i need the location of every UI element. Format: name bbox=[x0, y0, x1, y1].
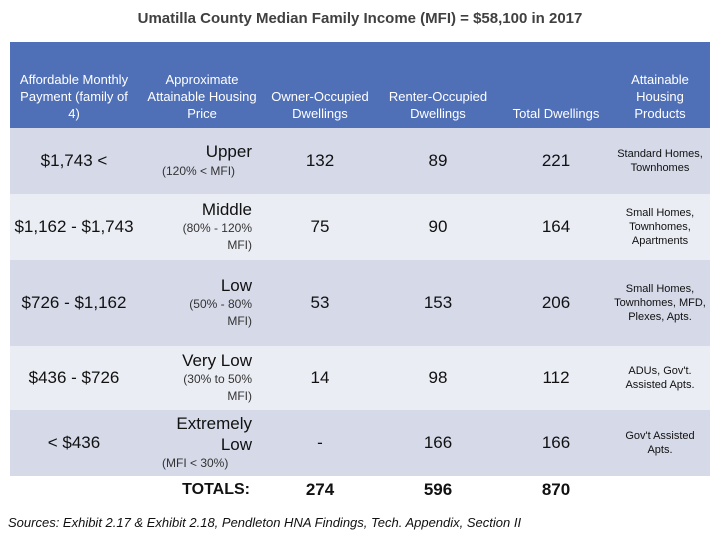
header-owner: Owner-Occupied Dwellings bbox=[266, 42, 374, 128]
table-row-level: Upper (120% < MFI) bbox=[138, 128, 266, 194]
totals-label: TOTALS: bbox=[182, 481, 250, 498]
header-products: Attainable Housing Products bbox=[610, 42, 710, 128]
housing-products: Gov't Assisted Apts. bbox=[610, 410, 710, 476]
owner-count: - bbox=[266, 410, 374, 476]
income-table: Affordable Monthly Payment (family of 4)… bbox=[10, 42, 710, 504]
header-renter: Renter-Occupied Dwellings bbox=[374, 42, 502, 128]
renter-count: 98 bbox=[374, 346, 502, 410]
table-row-payment: < $436 bbox=[10, 410, 138, 476]
table-row-payment: $436 - $726 bbox=[10, 346, 138, 410]
total-count: 112 bbox=[502, 346, 610, 410]
income-level: Very Low bbox=[182, 351, 252, 370]
owner-count: 132 bbox=[266, 128, 374, 194]
income-range: (MFI < 30%) bbox=[162, 455, 229, 470]
table-row-payment: $1,743 < bbox=[10, 128, 138, 194]
header-price: Approximate Attainable Housing Price bbox=[138, 42, 266, 128]
header-total: Total Dwellings bbox=[502, 42, 610, 128]
totals-owner: 274 bbox=[305, 480, 335, 499]
renter-count: 89 bbox=[374, 128, 502, 194]
totals-total: 870 bbox=[541, 480, 571, 499]
header-payment: Affordable Monthly Payment (family of 4) bbox=[10, 42, 138, 128]
source-note: Sources: Exhibit 2.17 & Exhibit 2.18, Pe… bbox=[8, 515, 522, 530]
totals-blank bbox=[10, 476, 138, 504]
renter-count: 90 bbox=[374, 194, 502, 260]
totals-renter: 596 bbox=[423, 480, 453, 499]
total-count: 166 bbox=[502, 410, 610, 476]
table-row-level: Low (50% - 80% MFI) bbox=[138, 260, 266, 346]
table-row-payment: $1,162 - $1,743 bbox=[10, 194, 138, 260]
totals-blank bbox=[610, 476, 710, 504]
owner-count: 75 bbox=[266, 194, 374, 260]
table-row-level: Very Low (30% to 50% MFI) bbox=[138, 346, 266, 410]
owner-count: 53 bbox=[266, 260, 374, 346]
owner-count: 14 bbox=[266, 346, 374, 410]
housing-products: ADUs, Gov't. Assisted Apts. bbox=[610, 346, 710, 410]
income-range: (50% - 80% MFI) bbox=[189, 297, 252, 329]
total-count: 221 bbox=[502, 128, 610, 194]
income-level: Middle bbox=[201, 200, 252, 219]
housing-products: Small Homes, Townhomes, Apartments bbox=[610, 194, 710, 260]
table-row-payment: $726 - $1,162 bbox=[10, 260, 138, 346]
income-range: (120% < MFI) bbox=[162, 163, 236, 178]
renter-count: 153 bbox=[374, 260, 502, 346]
page-title: Umatilla County Median Family Income (MF… bbox=[137, 10, 583, 27]
table-row-level: Middle (80% - 120% MFI) bbox=[138, 194, 266, 260]
income-level: Extremely Low bbox=[176, 414, 252, 454]
income-level: Upper bbox=[205, 142, 252, 162]
renter-count: 166 bbox=[374, 410, 502, 476]
total-count: 164 bbox=[502, 194, 610, 260]
table-row-level: Extremely Low (MFI < 30%) bbox=[138, 410, 266, 476]
income-range: (30% to 50% MFI) bbox=[183, 372, 252, 404]
income-level: Low bbox=[220, 276, 252, 295]
housing-products: Standard Homes, Townhomes bbox=[610, 128, 710, 194]
total-count: 206 bbox=[502, 260, 610, 346]
income-range: (80% - 120% MFI) bbox=[182, 221, 252, 253]
housing-products: Small Homes, Townhomes, MFD, Plexes, Apt… bbox=[610, 260, 710, 346]
